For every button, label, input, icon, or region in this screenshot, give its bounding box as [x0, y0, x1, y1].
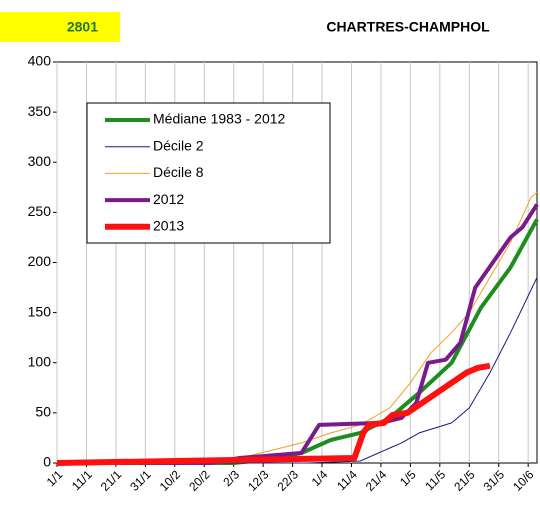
x-tick-label: 1/1 — [44, 467, 66, 489]
x-tick-label: 20/2 — [186, 467, 213, 494]
legend-label: Décile 8 — [153, 164, 204, 180]
legend-label: Décile 2 — [153, 137, 204, 153]
x-tick-label: 11/5 — [422, 467, 448, 493]
y-tick-label: 200 — [28, 253, 52, 269]
legend-label: 2012 — [153, 191, 184, 207]
x-tick-label: 21/1 — [98, 467, 125, 494]
x-tick-label: 31/1 — [127, 467, 154, 494]
x-tick-label: 21/4 — [363, 467, 390, 494]
y-tick-label: 50 — [35, 404, 51, 420]
series-line — [57, 203, 539, 465]
x-tick-label: 11/4 — [334, 467, 360, 493]
y-tick-label: 250 — [28, 203, 52, 219]
x-tick-label: 10/6 — [510, 467, 537, 494]
x-tick-label: 1/4 — [309, 467, 331, 489]
x-tick-label: 31/5 — [481, 467, 508, 494]
legend-label: Médiane 1983 - 2012 — [153, 111, 286, 127]
x-tick-label: 22/3 — [275, 467, 302, 494]
y-tick-label: 300 — [28, 153, 52, 169]
x-tick-label: 21/5 — [451, 467, 478, 494]
y-tick-label: 100 — [28, 353, 52, 369]
y-tick-label: 350 — [28, 103, 52, 119]
legend-label: 2013 — [153, 218, 184, 234]
series-line — [57, 277, 538, 464]
station-code: 2801 — [67, 19, 98, 35]
series-line — [56, 191, 538, 464]
y-tick-label: 0 — [43, 454, 51, 470]
y-tick-label: 400 — [28, 53, 52, 69]
code-box — [0, 12, 120, 42]
chart-title: CHARTRES-CHAMPHOL — [326, 19, 490, 35]
x-tick-label: 11/1 — [69, 467, 95, 493]
series-line — [57, 218, 539, 465]
x-tick-label: 12/3 — [245, 467, 272, 494]
series-line — [56, 362, 491, 466]
x-tick-label: 2/3 — [220, 467, 242, 489]
y-tick-label: 150 — [28, 303, 52, 319]
x-tick-label: 10/2 — [157, 467, 184, 494]
x-tick-label: 1/5 — [397, 467, 419, 489]
